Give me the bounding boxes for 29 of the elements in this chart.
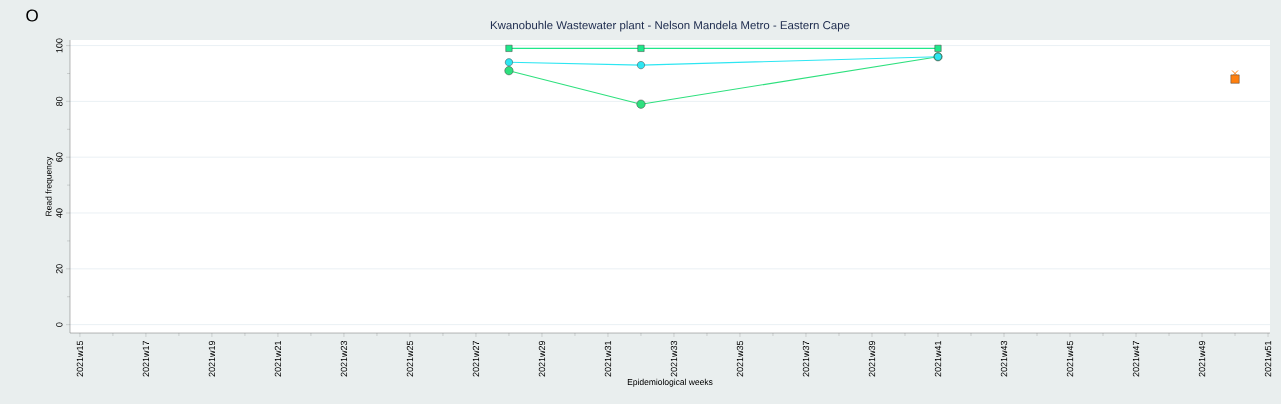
y-tick-label: 80: [56, 96, 63, 106]
x-tick-label: 2021w43: [1000, 340, 1008, 377]
y-tick-label: 20: [56, 264, 63, 274]
x-tick-label: 2021w21: [274, 340, 282, 377]
x-tick-label: 2021w29: [538, 340, 546, 377]
x-tick-label: 2021w23: [340, 340, 348, 377]
x-tick-label: 2021w35: [736, 340, 744, 377]
x-tick-label: 2021w25: [406, 340, 414, 377]
text: O: [26, 9, 38, 22]
x-tick-label: 2021w31: [604, 340, 612, 377]
x-tick-label: 2021w41: [934, 340, 942, 377]
chart-title: Kwanobuhle Wastewater plant - Nelson Mandela Metro - Eastern Cape: [490, 20, 850, 32]
x-tick-label: 2021w37: [802, 340, 810, 377]
x-tick-label: 2021w15: [76, 340, 84, 377]
x-tick-label: 2021w51: [1264, 340, 1272, 377]
y-axis-title: Read frequency: [45, 156, 54, 216]
y-tick-label: 40: [56, 208, 63, 218]
x-tick-label: 2021w17: [142, 340, 150, 377]
y-tick-label: 60: [56, 152, 63, 162]
x-tick-label: 2021w45: [1066, 340, 1074, 377]
x-axis-title: Epidemiological weeks: [627, 378, 713, 387]
x-tick-label: 2021w19: [208, 340, 216, 377]
x-tick-label: 2021w39: [868, 340, 876, 377]
y-tick-label: 0: [56, 322, 63, 327]
x-tick-label: 2021w49: [1198, 340, 1206, 377]
x-tick-label: 2021w47: [1132, 340, 1140, 377]
x-tick-label: 2021w33: [670, 340, 678, 377]
y-tick-label: 100: [56, 38, 63, 53]
x-tick-label: 2021w27: [472, 340, 480, 377]
